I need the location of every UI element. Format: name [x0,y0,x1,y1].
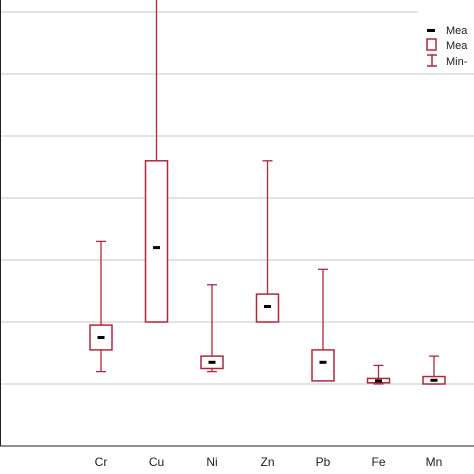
x-tick-label: Mn [426,455,443,469]
legend-label-mean: Mea [446,25,468,37]
x-tick-label: Cr [95,455,108,469]
box-rect [311,349,335,382]
box-cu [144,0,169,323]
box-fe [366,364,391,385]
mean-marker [97,336,105,339]
legend-entry-mean: Mea [427,25,468,37]
legend-background [418,0,474,70]
mean-marker [264,305,271,308]
mean-marker [430,378,438,382]
legend-entry-box: Mea [426,38,468,52]
box-cr [89,240,113,373]
box-mn [422,355,446,385]
mean-marker [153,246,160,250]
x-tick-label: Cu [149,455,164,469]
legend-box-marker [426,38,437,51]
boxes [89,0,446,385]
box-zn [255,160,280,323]
x-tick-label: Zn [260,455,274,469]
x-tick-labels: Cr Cu Ni Zn Pb Fe Mn [95,455,443,469]
x-tick-label: Ni [206,455,217,469]
mean-marker [319,360,327,364]
box-rect [255,293,280,323]
legend-label-box: Mea [446,40,468,52]
grid [0,11,474,447]
x-tick-label: Fe [371,455,385,469]
box-pb [311,268,335,382]
axes [0,0,474,447]
legend: Mea Mea Min- [418,0,474,70]
legend-entry-whisker: Min- [427,54,468,68]
box-ni [200,284,224,373]
mean-marker [208,360,216,364]
x-tick-label: Pb [316,455,331,469]
mean-marker [375,379,382,383]
legend-mean-marker [427,29,435,32]
box-rect [144,160,169,323]
legend-label-minmax: Min- [446,56,468,68]
